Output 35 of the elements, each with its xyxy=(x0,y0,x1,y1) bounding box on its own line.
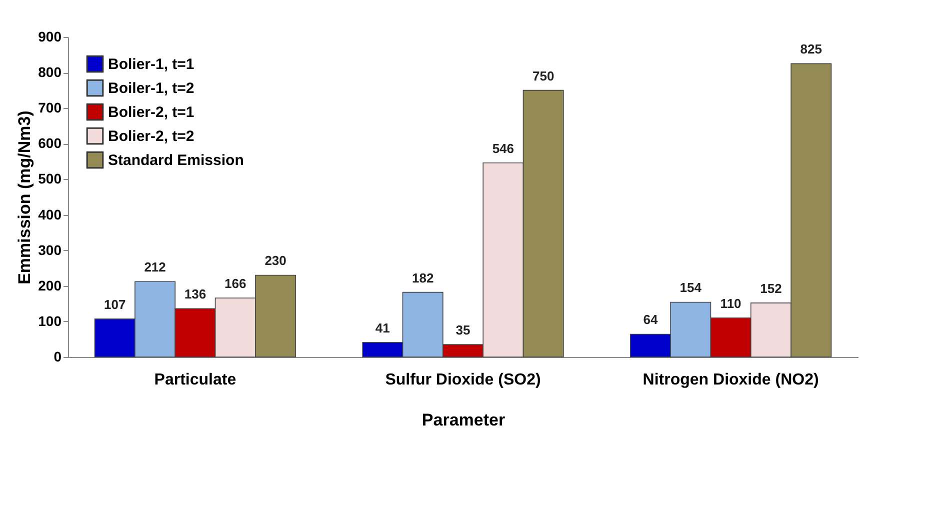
x-tick-label: Particulate xyxy=(154,372,236,388)
y-tick-label: 900 xyxy=(38,28,62,44)
legend-label: Bolier-2, t=1 xyxy=(108,104,194,121)
data-label: 136 xyxy=(184,286,206,302)
y-tick-label: 500 xyxy=(38,170,62,187)
data-label: 152 xyxy=(760,280,782,296)
data-label: 182 xyxy=(412,270,434,286)
data-label: 41 xyxy=(375,320,390,336)
y-tick-label: 600 xyxy=(38,135,62,152)
y-tick-label: 100 xyxy=(38,312,62,329)
y-tick-label: 200 xyxy=(38,277,62,294)
x-axis-title: Parameter xyxy=(422,410,506,430)
data-label: 546 xyxy=(492,140,514,156)
legend-label: Bolier-1, t=1 xyxy=(108,56,194,73)
y-tick-label: 0 xyxy=(54,348,62,364)
x-tick-label: Nitrogen Dioxide (NO2) xyxy=(642,372,819,388)
data-label: 107 xyxy=(104,296,126,312)
data-label: 825 xyxy=(800,42,822,57)
data-label: 166 xyxy=(224,276,246,291)
y-tick-label: 300 xyxy=(38,242,62,258)
data-label: 750 xyxy=(532,68,554,84)
data-label: 64 xyxy=(643,312,658,328)
y-tick-label: 700 xyxy=(38,100,62,116)
x-tick-label: Sulfur Dioxide (SO2) xyxy=(385,372,541,388)
legend-label: Standard Emission xyxy=(108,152,244,169)
legend-label: Bolier-2, t=2 xyxy=(108,128,194,145)
data-label: 212 xyxy=(144,260,166,275)
y-tick-label: 800 xyxy=(38,64,62,80)
data-label: 230 xyxy=(264,253,286,268)
data-label: 110 xyxy=(720,296,742,311)
data-label: 154 xyxy=(680,280,702,296)
y-axis-title: Emmission (mg/Nm3) xyxy=(15,110,34,284)
legend-label: Boiler-1, t=2 xyxy=(108,80,194,97)
data-label: 35 xyxy=(456,322,470,338)
y-tick-label: 400 xyxy=(38,206,62,222)
